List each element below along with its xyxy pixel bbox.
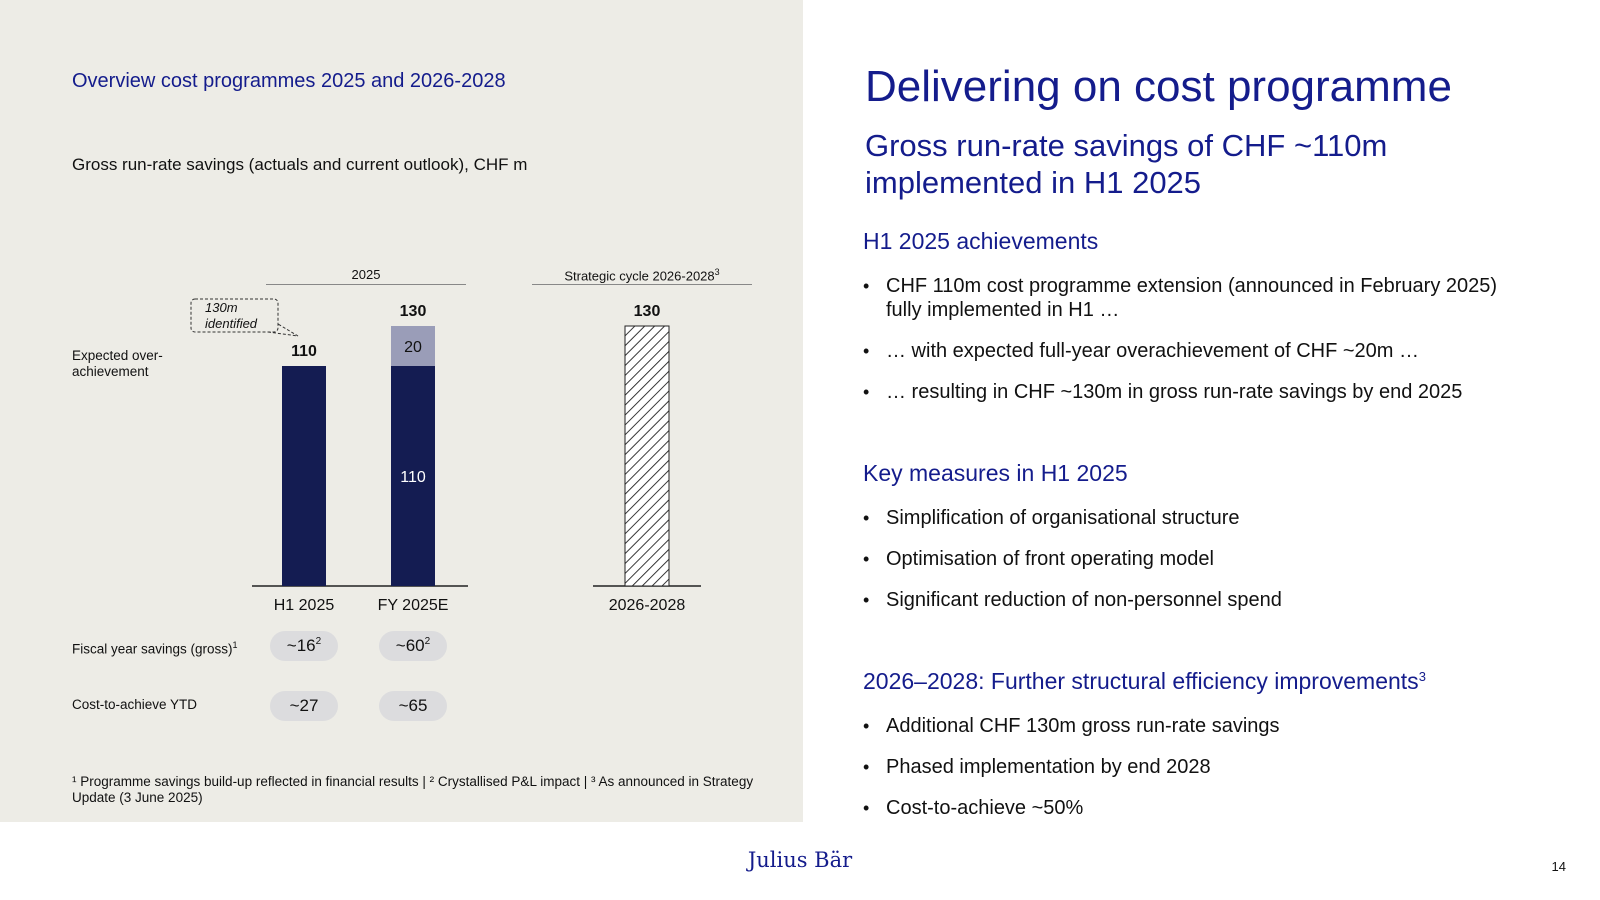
group-line-2025 <box>266 284 466 285</box>
bar-fy-2025e <box>391 366 435 586</box>
list-item: … with expected full-year overachievemen… <box>863 339 1523 363</box>
overachievement-label: Expected over-achievement <box>72 348 163 379</box>
bar-overachievement-fy-2025e <box>391 326 435 366</box>
tick-label-h1-2025: H1 2025 <box>274 597 335 614</box>
cost-value-h1-2025: ~27 <box>270 691 338 721</box>
fiscal-savings-label: Fiscal year savings (gross)1 <box>72 640 238 657</box>
list-item: Significant reduction of non-personnel s… <box>863 588 1523 612</box>
total-label-h1-2025: 110 <box>291 343 317 360</box>
panel-title: Overview cost programmes 2025 and 2026-2… <box>72 70 506 92</box>
julius-baer-logo: Julius Bär <box>747 848 853 872</box>
list-item: Phased implementation by end 2028 <box>863 755 1523 779</box>
footnote: ¹ Programme savings build-up reflected i… <box>72 774 754 805</box>
achievements-list: CHF 110m cost programme extension (annou… <box>863 274 1523 404</box>
section-heading-2026-2028: 2026–2028: Further structural efficiency… <box>863 668 1426 694</box>
list-item: Simplification of organisational structu… <box>863 506 1523 530</box>
tick-label-2026-2028: 2026-2028 <box>609 597 686 614</box>
list-item: Cost-to-achieve ~50% <box>863 796 1523 820</box>
cost-to-achieve-label: Cost-to-achieve YTD <box>72 697 198 712</box>
bar-h1-2025 <box>282 366 326 586</box>
chart-subtitle: Gross run-rate savings (actuals and curr… <box>72 155 528 174</box>
cost-value-fy-2025e: ~65 <box>379 691 447 721</box>
page-title: Delivering on cost programme <box>865 62 1452 111</box>
page-number: 14 <box>1551 859 1566 874</box>
page-subtitle: Gross run-rate savings of CHF ~110m impl… <box>865 128 1388 200</box>
bar-chart: 110 H1 2025 130 110 20 FY 2025E 130 2026-2028 1… <box>190 298 701 614</box>
list-item: Additional CHF 130m gross run-rate savin… <box>863 714 1523 738</box>
group-line-strategic <box>532 284 752 285</box>
bar-2026-2028 <box>624 325 670 587</box>
callout-line-2: identified <box>205 316 258 331</box>
segment-label-fy-2025e: 110 <box>400 469 426 486</box>
fiscal-value-h1-2025: ~16 2 <box>270 631 338 661</box>
callout-line-1: 130m <box>205 300 238 315</box>
list-item: CHF 110m cost programme extension (annou… <box>863 274 1523 322</box>
key-measures-list: Simplification of organisational structu… <box>863 506 1523 612</box>
section-heading-key-measures: Key measures in H1 2025 <box>863 460 1128 486</box>
section-heading-achievements: H1 2025 achievements <box>863 228 1099 254</box>
overachievement-value-fy-2025e: 20 <box>404 339 422 356</box>
fiscal-value-fy-2025e: ~60 2 <box>379 631 447 661</box>
callout-annotation: 130m identified <box>190 298 299 337</box>
list-item: Optimisation of front operating model <box>863 547 1523 571</box>
group-label-strategic: Strategic cycle 2026-20283 <box>564 267 720 284</box>
group-label-2025: 2025 <box>351 267 381 282</box>
tick-label-fy-2025e: FY 2025E <box>378 597 449 614</box>
list-item: … resulting in CHF ~130m in gross run-ra… <box>863 380 1523 404</box>
total-label-fy-2025e: 130 <box>400 303 427 320</box>
structural-list: Additional CHF 130m gross run-rate savin… <box>863 714 1523 820</box>
total-label-2026-2028: 130 <box>634 303 661 320</box>
